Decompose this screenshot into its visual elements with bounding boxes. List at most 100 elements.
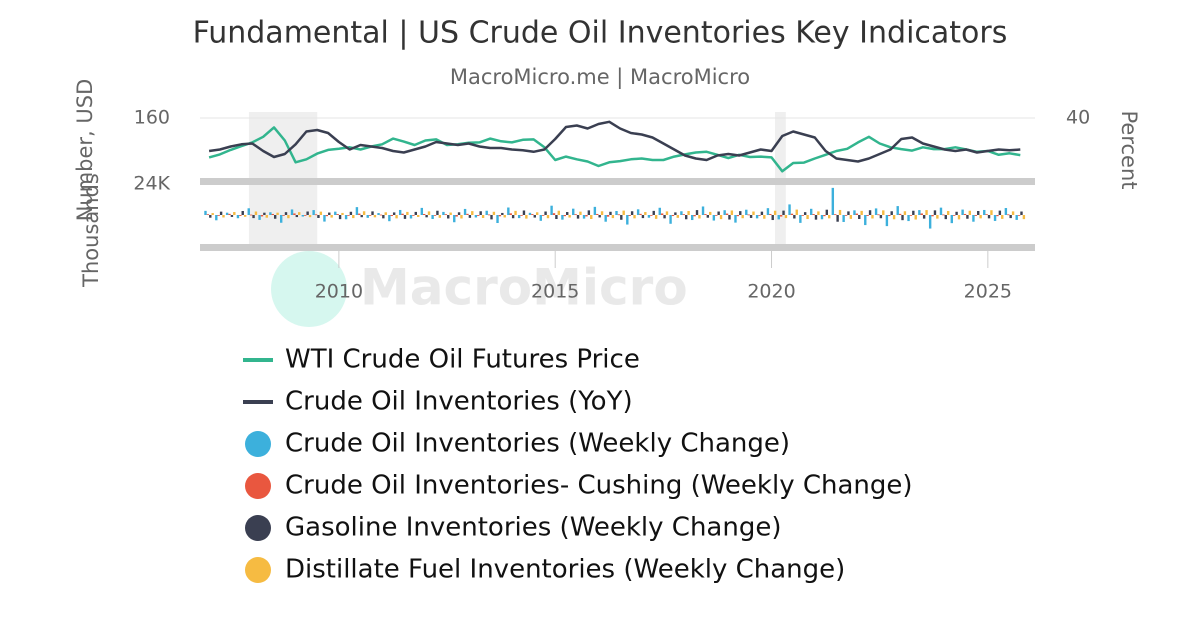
bar (763, 215, 766, 219)
legend-swatch (245, 515, 271, 541)
bar (996, 215, 999, 217)
legend-swatch (245, 557, 271, 583)
bar (654, 215, 658, 219)
bar (868, 210, 872, 215)
bar (228, 213, 231, 215)
bar (501, 212, 504, 215)
bar (909, 215, 913, 216)
bar (779, 215, 783, 217)
bar (528, 212, 532, 215)
bar (496, 215, 499, 224)
bar (784, 215, 788, 219)
bar (1015, 215, 1018, 220)
bar (723, 210, 726, 215)
bar (752, 211, 755, 215)
bar (487, 214, 491, 216)
bar (983, 209, 986, 215)
bar (650, 215, 653, 216)
bar (312, 210, 315, 215)
bar (758, 215, 761, 216)
bar (239, 215, 242, 216)
bar (576, 215, 580, 219)
bar (812, 214, 815, 215)
bar (1020, 211, 1023, 215)
bar (747, 214, 750, 216)
bar (368, 215, 372, 216)
bar (336, 214, 339, 215)
bar (936, 215, 939, 219)
bar (809, 208, 813, 215)
x-tick-label: 2025 (964, 281, 1012, 303)
bar (820, 215, 824, 220)
bar (243, 215, 247, 217)
x-tick-label: 2020 (747, 281, 795, 303)
bar (847, 211, 850, 215)
bar (507, 207, 510, 215)
bar (533, 215, 536, 218)
bar (206, 214, 210, 216)
panel-separator (200, 244, 1035, 251)
bar (574, 214, 577, 216)
bar (712, 215, 716, 221)
bar (265, 215, 268, 218)
bar (717, 211, 720, 215)
bar (663, 215, 666, 219)
bar (466, 213, 469, 215)
y-axis-label: Number, USD (73, 79, 97, 222)
bar (801, 215, 804, 216)
bar (658, 207, 661, 215)
bar (269, 212, 272, 215)
bar (544, 211, 547, 215)
bar (590, 215, 593, 220)
bar (362, 211, 366, 215)
bar (420, 207, 424, 215)
chart-title: Fundamental | US Crude Oil Inventories K… (193, 16, 1008, 51)
line-series (208, 126, 1021, 173)
bar (725, 213, 729, 215)
bar (715, 215, 718, 216)
bar (334, 211, 337, 215)
line-series (208, 120, 1021, 163)
bar (395, 215, 398, 219)
bar (704, 214, 707, 215)
y-tick-label: 24K (133, 173, 170, 195)
bar (660, 213, 664, 215)
bar (373, 215, 377, 218)
bar (423, 213, 426, 215)
bar (844, 215, 848, 216)
bar (665, 211, 669, 215)
bar (344, 215, 348, 220)
bar (1009, 215, 1012, 219)
bar (782, 210, 785, 215)
bar (955, 211, 958, 215)
bar (471, 211, 474, 215)
bar (944, 215, 947, 220)
bar (933, 210, 937, 215)
bar (273, 215, 277, 219)
bar (1004, 208, 1008, 215)
bar (442, 211, 445, 215)
bar (693, 215, 696, 217)
bar (550, 205, 553, 215)
bar (204, 210, 207, 215)
bar (349, 211, 353, 215)
bar (912, 210, 915, 215)
bar (298, 212, 301, 215)
bar (401, 213, 404, 215)
bar (546, 215, 550, 219)
bar (436, 210, 439, 215)
bar (457, 212, 461, 215)
bar (282, 215, 285, 216)
bar (479, 211, 482, 215)
bar (641, 215, 645, 219)
legend-swatch (245, 431, 271, 457)
bar (444, 214, 448, 216)
bar (388, 215, 391, 222)
bar (652, 210, 655, 215)
bar (511, 215, 515, 219)
bar (842, 215, 845, 222)
bar (276, 212, 279, 215)
bar (1007, 214, 1010, 216)
bar (263, 212, 266, 215)
bar (968, 210, 972, 215)
